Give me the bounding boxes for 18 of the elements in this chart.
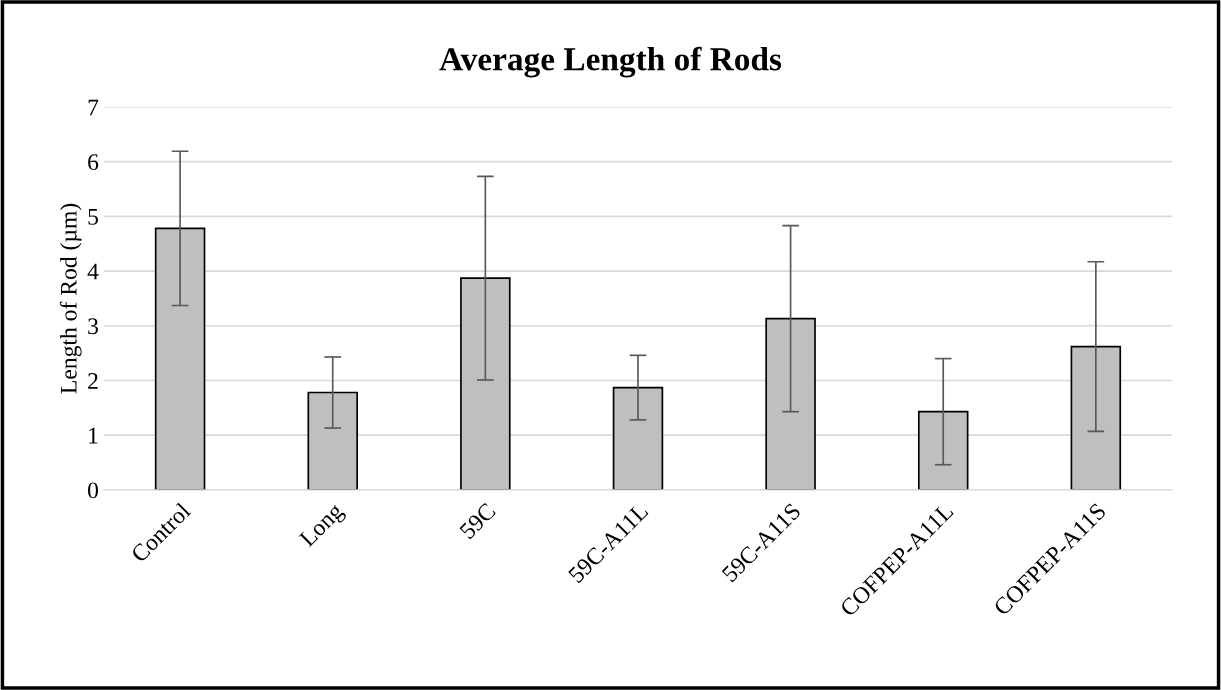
bar: [154, 227, 206, 490]
y-tick-label: 2: [88, 373, 98, 389]
x-tick-label: 59C: [459, 502, 497, 540]
y-axis-title: Length of Rod (µm): [59, 203, 82, 394]
y-tick-label: 4: [87, 263, 99, 280]
y-tick-label: 0: [88, 482, 99, 499]
bar: [612, 386, 664, 490]
bar: [307, 391, 358, 490]
y-tick-label: 6: [88, 154, 99, 171]
y-tick-label: 3: [88, 318, 98, 335]
y-tick-label: 7: [88, 99, 99, 116]
y-tick-label: 5: [88, 209, 98, 225]
bar: [1070, 345, 1122, 490]
bar: [917, 410, 969, 490]
bar: [460, 277, 511, 490]
bar: [765, 317, 816, 490]
chart-title: Average Length of Rods: [439, 46, 782, 78]
y-tick-label: 1: [89, 427, 98, 444]
